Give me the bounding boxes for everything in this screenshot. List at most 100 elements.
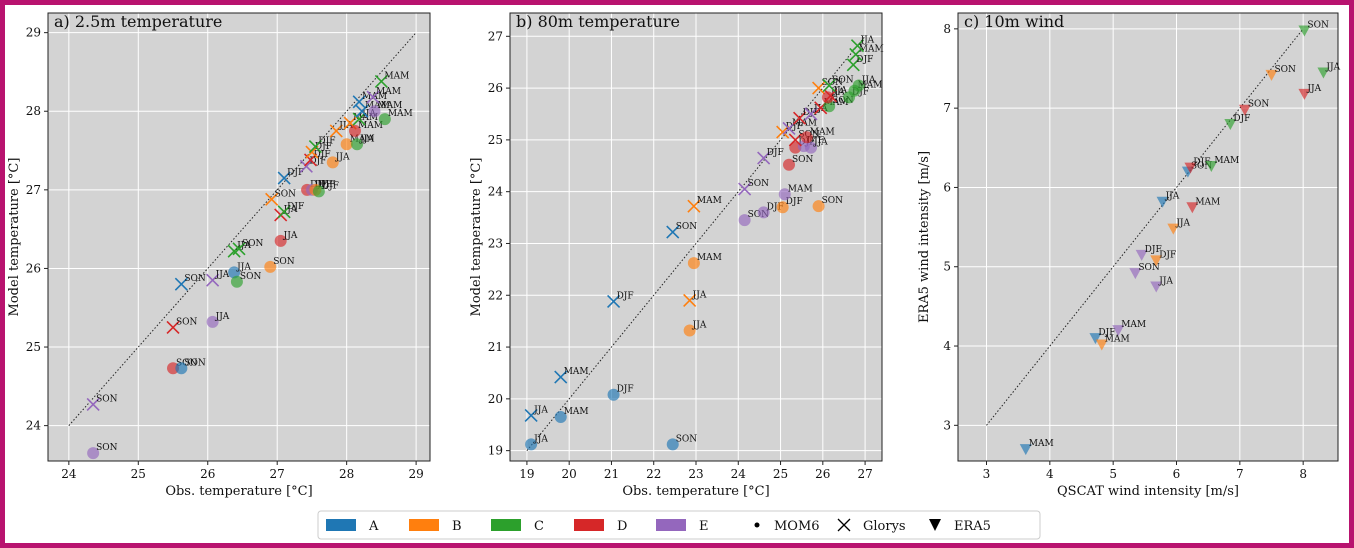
point-mom6 [340, 138, 353, 151]
legend-label: D [617, 519, 627, 534]
one-to-one-line [986, 28, 1304, 426]
point-glorys [812, 81, 826, 95]
axes-frame [957, 12, 1339, 462]
point-mom6 [812, 200, 825, 213]
point-era5 [1167, 223, 1180, 235]
point-glorys [846, 58, 860, 72]
point-label: SON [792, 155, 814, 165]
point-label: JJA [283, 205, 298, 215]
point-glorys [554, 370, 568, 384]
point-era5 [1135, 249, 1148, 261]
point-era5 [1150, 281, 1163, 293]
point-label: MAM [1105, 334, 1130, 344]
point-label: DJF [318, 137, 335, 147]
y-tick-label: 28 [26, 104, 41, 118]
point-label: SON [676, 222, 698, 232]
legend-marker-cross [837, 518, 851, 532]
point-glorys [232, 242, 246, 256]
y-tick-label: 23 [488, 236, 503, 250]
legend-label: C [534, 519, 544, 534]
legend-patch [656, 519, 686, 531]
y-tick-label: 6 [943, 180, 951, 194]
point-era5 [1019, 444, 1032, 456]
point-glorys [366, 90, 380, 104]
x-tick-label: 7 [1236, 467, 1244, 481]
panel-title: b) 80m temperature [516, 12, 680, 31]
point-label: MAM [388, 109, 413, 119]
point-label: MAM [384, 71, 409, 81]
x-tick-label: 28 [339, 467, 354, 481]
point-glorys [788, 133, 802, 147]
point-mom6 [683, 324, 696, 337]
panel-title: a) 2.5m temperature [54, 12, 222, 31]
point-label: JJA [692, 290, 707, 300]
point-glorys [822, 78, 836, 93]
point-mom6 [264, 260, 277, 273]
point-label: JJA [338, 121, 353, 131]
y-axis-label: Model temperature [°C] [469, 158, 484, 317]
point-mom6 [607, 388, 620, 401]
point-mom6 [348, 124, 361, 137]
panel-2: 3 4 5 6 7 8 3 4 5 6 7 8 c) 10m wind QSCAT wind intens… [917, 12, 1341, 499]
point-label: JJA [692, 320, 707, 330]
point-label: DJF [807, 136, 824, 146]
point-label: MAM [697, 196, 722, 206]
point-glorys [524, 408, 538, 422]
legend-patch [409, 519, 439, 531]
point-glorys [277, 171, 291, 185]
y-tick-label: 5 [943, 260, 951, 274]
point-glorys [329, 124, 343, 138]
x-tick-label: 22 [646, 467, 661, 481]
point-era5 [1184, 162, 1197, 174]
point-glorys [782, 121, 796, 136]
x-tick-label: 26 [200, 467, 215, 481]
point-glorys [352, 112, 366, 126]
point-glorys [299, 159, 313, 173]
y-tick-label: 25 [26, 340, 41, 354]
point-glorys [352, 95, 366, 109]
y-tick-label: 3 [943, 418, 951, 432]
x-axis-label: Obs. temperature [°C] [622, 484, 769, 499]
point-glorys [265, 192, 279, 206]
y-tick-label: 25 [488, 133, 503, 147]
point-era5 [1186, 202, 1199, 214]
point-label: JJA [1306, 84, 1321, 94]
point-mom6 [687, 257, 700, 270]
point-label: SON [832, 96, 854, 106]
plot-area [48, 13, 430, 461]
point-label: JJA [335, 152, 350, 162]
point-label: MAM [362, 92, 387, 102]
point-label: JJA [236, 262, 251, 272]
point-era5 [1112, 325, 1125, 337]
point-label: MAM [1195, 197, 1220, 207]
point-label: SON [1248, 100, 1270, 110]
point-mom6 [852, 79, 865, 92]
point-label: SON [184, 274, 206, 284]
point-mom6 [351, 138, 364, 151]
point-glorys [374, 74, 388, 88]
legend-marker-dot [754, 522, 760, 528]
point-glorys [804, 107, 818, 121]
point-label: SON [832, 76, 854, 86]
point-label: MAM [788, 184, 813, 194]
point-label: DJF [287, 202, 304, 212]
point-label: MAM [350, 134, 375, 144]
y-tick-label: 20 [488, 392, 503, 406]
legend-label: E [699, 519, 709, 534]
point-label: SON [273, 257, 295, 267]
point-label: MAM [1214, 156, 1239, 166]
point-label: DJF [315, 180, 332, 190]
x-tick-label: 8 [1299, 467, 1307, 481]
point-label: SON [176, 317, 198, 327]
point-label: MAM [564, 367, 589, 377]
x-tick-label: 3 [983, 467, 991, 481]
x-tick-label: 20 [562, 467, 577, 481]
x-tick-label: 6 [1173, 467, 1181, 481]
point-mom6 [230, 275, 243, 288]
legend-patch [491, 519, 521, 531]
point-label: JJA [215, 270, 230, 280]
x-tick-label: 29 [408, 467, 423, 481]
point-label: MAM [1029, 439, 1054, 449]
point-mom6 [804, 141, 817, 154]
